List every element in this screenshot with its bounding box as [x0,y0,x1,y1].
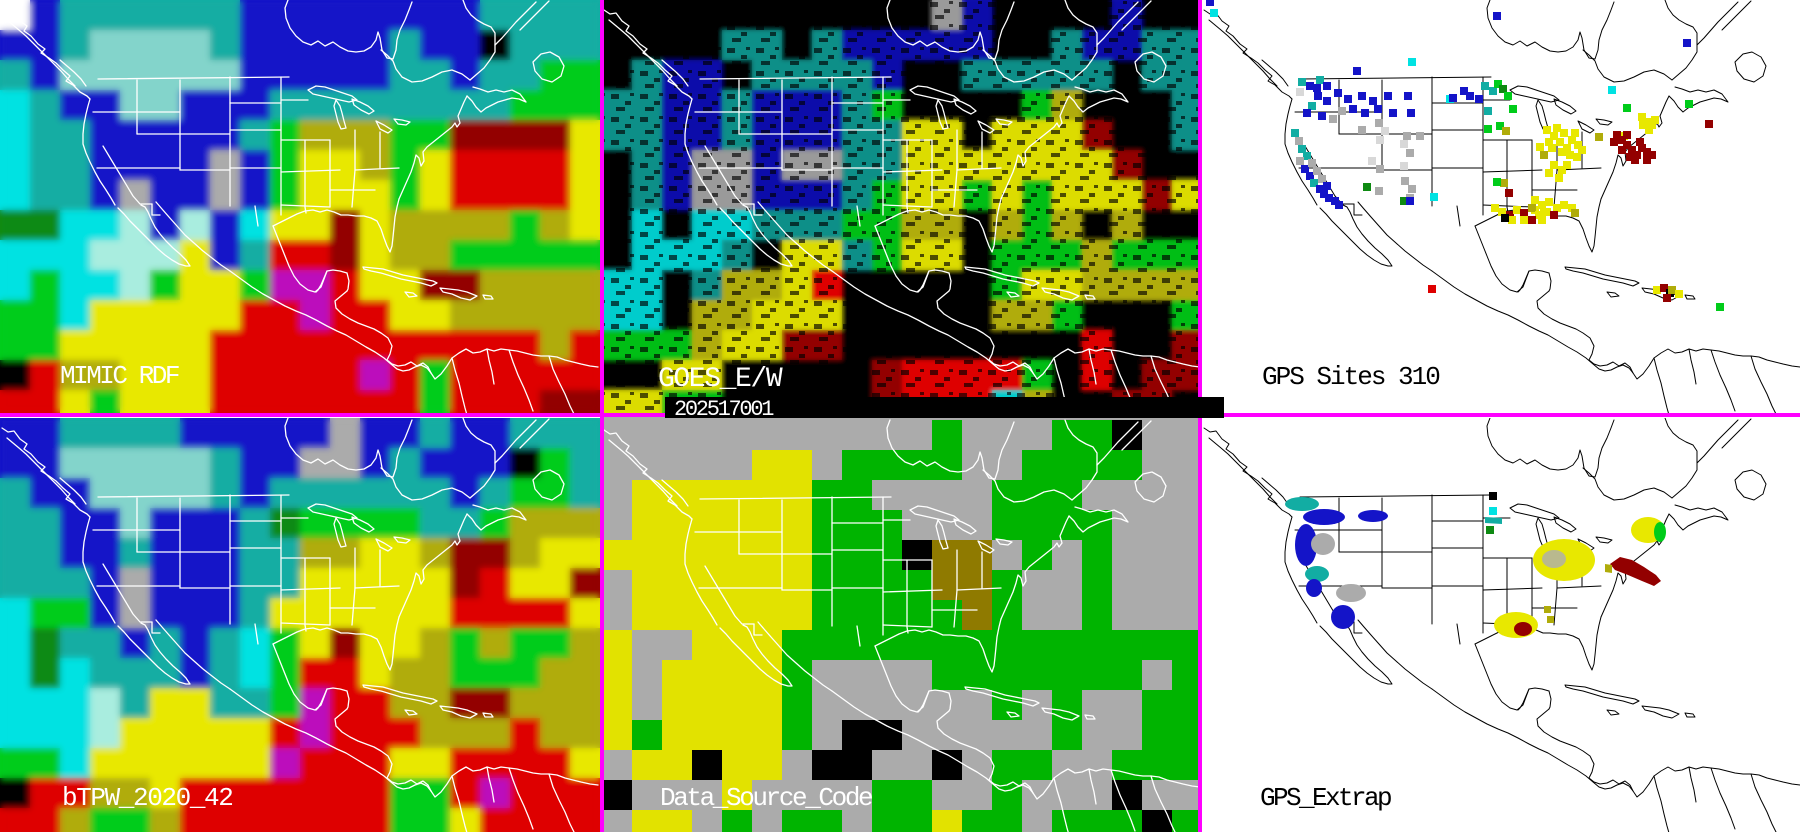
svg-text:GOES_E/W: GOES_E/W [658,364,783,395]
svg-text:bTPW_2020_42: bTPW_2020_42 [62,783,232,813]
svg-text:GPS_Extrap: GPS_Extrap [1260,783,1391,813]
svg-text:GPS Sites 310: GPS Sites 310 [1262,362,1439,392]
svg-text:Data_Source_Code: Data_Source_Code [660,783,872,813]
svg-text:MIMIC RDF: MIMIC RDF [60,361,179,391]
svg-text:202517001: 202517001 [674,397,774,422]
